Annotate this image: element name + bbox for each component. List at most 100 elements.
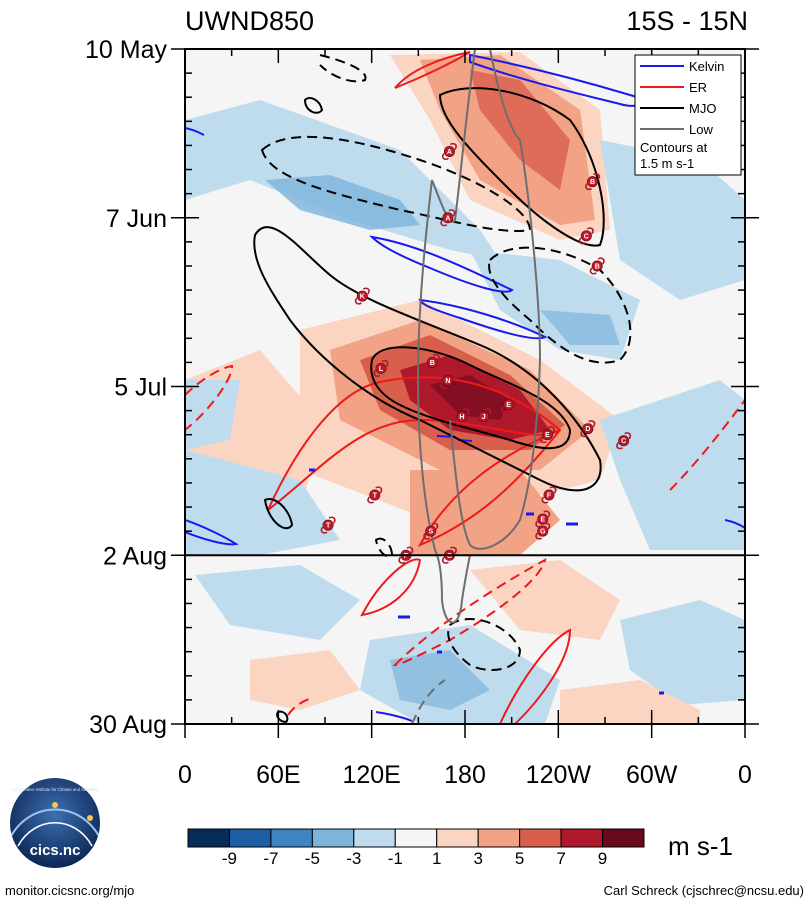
- er-contour-5: [499, 628, 572, 724]
- storm-dot: [503, 399, 515, 411]
- storm-letter: N: [445, 378, 450, 385]
- storm-arm: [441, 152, 449, 161]
- storm-marker: B: [424, 353, 440, 371]
- legend-label-er: ER: [689, 80, 707, 95]
- neg-anom-band-g: [185, 450, 340, 555]
- forecast-pos-c: [560, 680, 700, 724]
- storm-arm: [541, 496, 549, 504]
- y-axis: 10 May 7 Jun 5 Jul 2 Aug 30 Aug: [85, 36, 759, 739]
- storm-arm: [375, 486, 383, 494]
- colorbar-tick-label: 3: [473, 849, 482, 868]
- colorbar-units: m s-1: [668, 831, 733, 861]
- logo-sun: [52, 802, 58, 808]
- kelvin-contour-4: [185, 127, 205, 136]
- storm-arm: [328, 516, 336, 524]
- storm-arm: [543, 510, 551, 518]
- storm-marker: J: [476, 408, 492, 426]
- footer-url[interactable]: monitor.cicsnc.org/mjo: [5, 883, 134, 898]
- low-contour-4: [411, 679, 446, 724]
- colorbar-tick-label: -7: [263, 849, 278, 868]
- storm-dot: [541, 429, 553, 441]
- storm-dot: [618, 435, 630, 447]
- storm-arm: [448, 209, 456, 217]
- storm-dot: [478, 411, 490, 423]
- storm-dot: [443, 145, 455, 157]
- storm-arm: [406, 546, 414, 554]
- storm-arm: [432, 353, 440, 361]
- storm-dot: [591, 260, 603, 272]
- storm-arm: [539, 436, 547, 444]
- colorbar: -9 -7 -5 -3 -1 1 3 5 7 9: [187, 828, 645, 868]
- colorbar-swatch: [353, 828, 396, 848]
- storm-arm: [535, 532, 543, 540]
- legend-note-line2: 1.5 m s-1: [640, 156, 694, 171]
- storm-marker: G: [535, 522, 551, 540]
- storm-letter: B: [590, 179, 595, 186]
- storm-marker: B: [585, 173, 601, 191]
- kelvin-contour-9: [375, 711, 413, 722]
- kelvin-contour-2: [369, 235, 514, 293]
- storm-marker: F: [541, 486, 557, 504]
- storm-letter: A: [447, 149, 452, 156]
- er-contour-6: [185, 364, 234, 431]
- mjo-contour-4: [303, 97, 324, 114]
- storm-arm: [484, 408, 492, 416]
- mjo-contour-11: [374, 537, 394, 558]
- colorbar-swatch: [436, 828, 479, 848]
- storm-letter: T: [326, 523, 331, 530]
- storm-arm: [454, 418, 462, 426]
- storm-arm: [589, 267, 597, 275]
- pos-anom-band-h: [430, 375, 510, 420]
- storm-marker: H: [454, 408, 470, 426]
- storm-arm: [578, 237, 586, 245]
- storm-arm: [476, 418, 484, 426]
- storm-dot: [369, 489, 381, 501]
- storm-dot: [537, 513, 549, 525]
- y-tick-label: 30 Aug: [89, 711, 167, 739]
- colorbar-swatch: [477, 828, 521, 848]
- mjo-contour-3: [370, 346, 572, 450]
- mjo-contour-7: [319, 54, 367, 83]
- pos-anom-band-i: [410, 470, 560, 555]
- neg-anom-band-f: [600, 380, 745, 550]
- mjo-contour-6: [276, 710, 289, 724]
- storm-letter: E: [506, 402, 511, 409]
- storm-dot: [425, 525, 437, 537]
- storm-markers: ABCBAKBLNEHJDECTFTEGSFO: [320, 142, 632, 564]
- x-tick-label: 120E: [342, 761, 400, 789]
- y-tick-label: 10 May: [85, 36, 167, 64]
- storm-letter: F: [547, 492, 552, 499]
- colorbar-tick-label: 9: [598, 849, 607, 868]
- x-tick-label: 180: [444, 761, 486, 789]
- storm-arm: [440, 219, 448, 227]
- storm-arm: [424, 363, 432, 371]
- storm-letter: B: [430, 360, 435, 367]
- storm-arm: [462, 408, 470, 416]
- storm-dot: [356, 290, 368, 302]
- colorbar-swatch: [311, 828, 355, 848]
- storm-marker: C: [616, 432, 632, 450]
- x-tick-label: 60W: [626, 761, 678, 789]
- mjo-contours: [253, 54, 632, 724]
- legend: Kelvin ER MJO Low Contours at 1.5 m s-1: [634, 54, 742, 176]
- storm-arm: [548, 426, 555, 434]
- mjo-contour-10: [447, 618, 522, 671]
- pos-anom-band-c: [470, 70, 570, 190]
- storm-letter: L: [379, 366, 384, 373]
- storm-dot: [543, 489, 555, 501]
- chart-title-left: UWND850: [185, 6, 314, 36]
- low-contour-3: [416, 179, 471, 624]
- storm-marker: S: [423, 522, 439, 540]
- neg-anom-band-d: [540, 310, 620, 345]
- chart-title-right: 15S - 15N: [626, 6, 748, 36]
- storm-arm: [354, 297, 362, 305]
- colorbar-swatch: [602, 828, 645, 848]
- storm-marker: K: [354, 287, 370, 305]
- x-tick-label: 120W: [526, 761, 592, 789]
- storm-arm: [398, 556, 406, 564]
- forecast-pos-a: [470, 560, 620, 640]
- logo-ring-text: Cooperative Institute for Climate and Sa…: [12, 787, 98, 792]
- colorbar-tick-label: 7: [556, 849, 565, 868]
- storm-arm: [448, 371, 456, 379]
- kelvin-contour-3: [418, 298, 548, 340]
